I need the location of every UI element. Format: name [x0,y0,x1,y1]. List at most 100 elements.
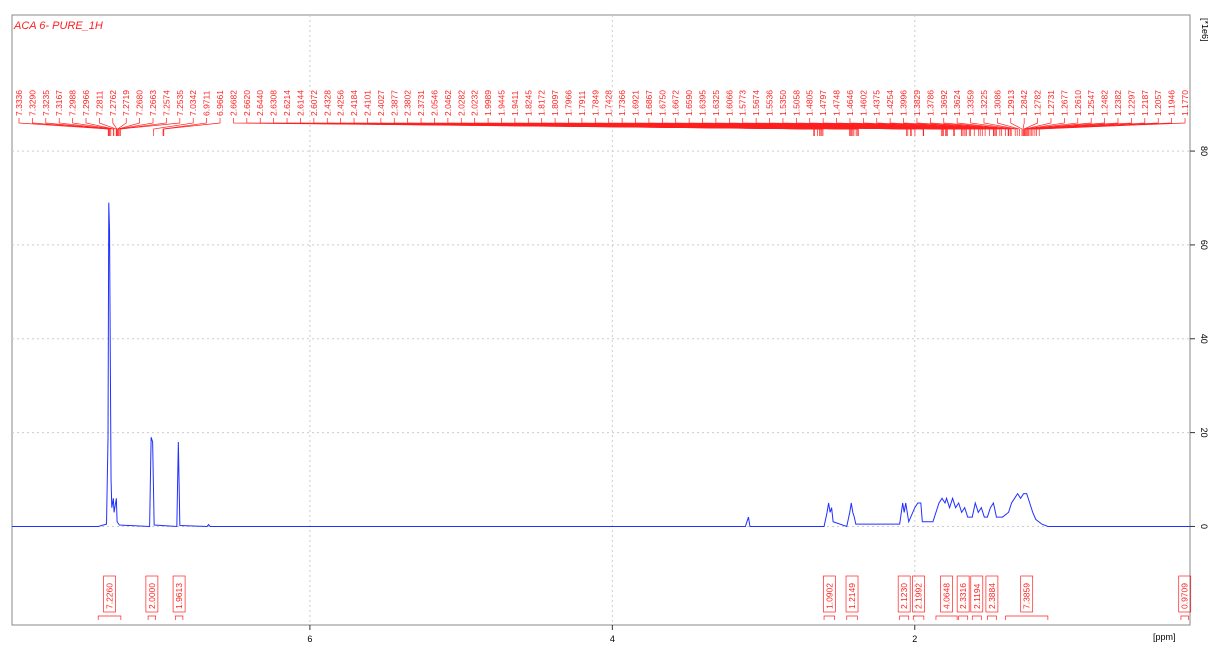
peak-connector [32,118,110,136]
integral-bracket [147,615,157,620]
peak-label: 2.6440 [255,90,265,116]
peak-connector [1010,118,1023,136]
integral-box [940,575,953,613]
peak-label: 1.4748 [832,90,842,116]
peak-connector [117,118,127,136]
peak-label: 1.8097 [550,90,560,116]
peak-label: 2.3802 [403,90,413,116]
y-tick-label: 20 [1199,428,1208,438]
peak-label: 1.7366 [617,90,627,116]
integral-bracket [174,615,184,620]
x-axis-label: [ppm] [1153,632,1176,642]
peak-connector [1024,118,1052,136]
peak-label: 7.3290 [27,90,37,116]
integral-box [1020,575,1034,613]
peak-label: 1.4646 [845,90,855,116]
peak-connector [58,118,112,136]
peak-label: 1.1946 [1167,90,1177,116]
integral-box [172,575,186,613]
peak-connector [943,118,1011,136]
peak-label: 7.3167 [54,90,64,116]
peak-connector [420,118,859,136]
peak-connector [112,118,118,136]
peak-connector [1027,118,1092,136]
peak-connector [45,118,111,136]
peak-label: 1.6066 [724,90,734,116]
peak-label: 7.2762 [108,90,118,116]
spectrum-line [12,202,1190,528]
y-tick-label: 60 [1199,240,1208,250]
peak-label: 1.5058 [791,90,801,116]
integral-label: 2.1992 [914,583,924,609]
y-tick-label: 40 [1199,334,1208,344]
integral-box [985,575,999,613]
peak-connector [1032,118,1146,136]
peak-connector [916,118,1009,136]
peak-label: 1.2731 [1046,90,1056,116]
peak-label: 1.7428 [604,90,614,116]
peak-label: 1.9445 [496,90,506,116]
peak-label: 1.3624 [952,90,962,116]
peak-connector [889,118,1003,136]
peak-label: 2.4101 [362,90,372,116]
peak-connector [1022,118,1025,136]
x-tick-label: 2 [912,634,917,644]
integral-label: 2.1194 [972,583,982,609]
peak-label: 7.2988 [68,90,78,116]
peak-label: 1.3086 [992,90,1002,116]
peak-connector [18,118,109,136]
peak-label: 7.0342 [188,90,198,116]
x-tick-label: 4 [610,634,615,644]
peak-label: 2.4027 [376,90,386,116]
peak-connector [970,118,1016,136]
peak-connector [983,118,1018,136]
peak-label: 1.4602 [858,90,868,116]
peak-label: 1.5536 [765,90,775,116]
peak-label: 1.6395 [698,90,708,116]
peak-label: 1.6921 [631,90,641,116]
peak-label: 2.6620 [242,90,252,116]
peak-label: 1.6590 [684,90,694,116]
peak-label: 6.9661 [215,90,225,116]
peak-label: 2.6682 [228,90,238,116]
peak-label: 1.5350 [778,90,788,116]
peak-label: 6.9711 [202,90,212,116]
peak-label: 1.8245 [523,90,533,116]
integral-label: 1.0902 [824,583,834,609]
integral-box [845,575,859,613]
peak-label: 1.2782 [1033,90,1043,116]
integral-label: 4.0648 [942,583,952,609]
peak-connector [119,118,181,136]
peak-label: 1.4254 [885,90,895,116]
peak-label: 1.3692 [939,90,949,116]
integral-box [970,575,984,613]
peak-label: 1.9989 [483,90,493,116]
plot-frame [11,14,1191,626]
peak-label: 1.4375 [872,90,882,116]
peak-label: 7.2663 [148,90,158,116]
peak-label: 1.1770 [1180,90,1190,116]
peak-label: 1.6750 [657,90,667,116]
peak-label: 1.7911 [577,90,587,116]
x-tick-label: 6 [307,634,312,644]
peak-label: 1.3996 [899,90,909,116]
peak-label: 2.4256 [336,90,346,116]
peak-label: 2.0282 [456,90,466,116]
peak-label: 1.5773 [738,90,748,116]
peak-connector [85,118,115,136]
peak-connector [1028,118,1105,136]
integral-bracket [97,615,122,620]
peak-label: 2.0546 [429,90,439,116]
peak-connector [862,118,997,136]
peak-label: 7.2535 [175,90,185,116]
peak-label: 1.2913 [1006,90,1016,116]
peak-label: 1.3786 [925,90,935,116]
peak-connector [153,118,194,136]
integral-bracket [971,615,982,620]
peak-label: 7.2574 [161,90,171,116]
integral-bracket [987,615,997,620]
peak-connector [1023,118,1038,136]
peak-connector [903,118,1006,136]
integral-box [1178,575,1192,613]
